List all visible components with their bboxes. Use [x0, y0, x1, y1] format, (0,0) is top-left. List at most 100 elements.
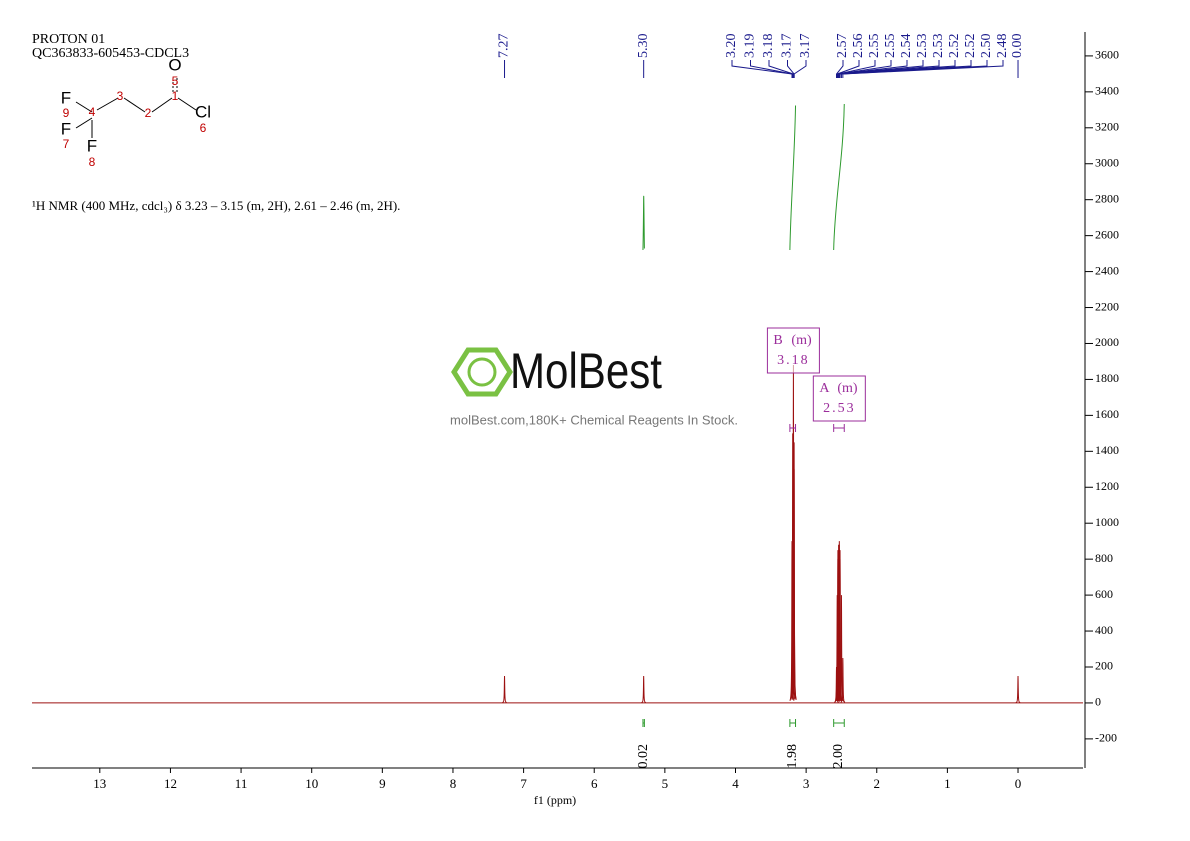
- peak-label: 2.57: [835, 34, 850, 59]
- x-tick-label: 3: [803, 776, 810, 791]
- peak-label: 2.50: [979, 34, 994, 59]
- atom-number: 9: [63, 106, 70, 120]
- integral-label: 0.02: [636, 744, 651, 769]
- peak-label: 2.55: [883, 34, 898, 59]
- peak-label-connector: [842, 60, 1004, 78]
- y-tick-label: 2200: [1095, 299, 1119, 313]
- y-tick-label: 0: [1095, 695, 1101, 709]
- multiplet-box: [812, 375, 866, 422]
- x-tick-label: 0: [1015, 776, 1022, 791]
- sample-id: QC363833-605453-CDCL3: [32, 46, 189, 61]
- y-tick-label: 3200: [1095, 120, 1119, 134]
- peak-label: 2.56: [851, 34, 866, 59]
- multiplet-range: [789, 424, 797, 432]
- peak-label: 3.18: [761, 34, 776, 59]
- peak: [838, 595, 844, 702]
- peak-label: 7.27: [497, 33, 512, 58]
- atom-number: 2: [145, 106, 152, 120]
- integral-curve: [789, 105, 797, 251]
- atom: F: [87, 136, 97, 155]
- atom-number: 4: [89, 105, 96, 119]
- peak-label: 3.19: [743, 34, 758, 59]
- integral-label: 1.98: [785, 744, 800, 769]
- peak-label-connector: [793, 60, 807, 78]
- peak-label-connector: [835, 60, 844, 78]
- nmr-description: ¹H NMR (400 MHz, cdcl₃) δ 3.23 – 3.15 (m…: [32, 198, 400, 213]
- x-tick-label: 11: [235, 776, 248, 791]
- peak: [835, 550, 841, 702]
- atom: O: [168, 55, 181, 74]
- y-tick-label: 1400: [1095, 443, 1119, 457]
- y-tick-label: 2400: [1095, 263, 1119, 277]
- peak-label-connector: [838, 60, 908, 78]
- peak-label-connector: [837, 60, 892, 78]
- y-tick-label: 1800: [1095, 371, 1119, 385]
- integral-label: 2.00: [831, 744, 846, 769]
- atom-number: 5: [172, 74, 179, 88]
- y-tick-label: 3600: [1095, 48, 1119, 62]
- y-tick-label: 400: [1095, 623, 1113, 637]
- x-tick-label: 8: [450, 776, 457, 791]
- x-tick-label: 10: [305, 776, 318, 791]
- atom-number: 1: [172, 89, 179, 103]
- peak-label: 0.00: [1010, 34, 1025, 59]
- atom-number: 3: [117, 89, 124, 103]
- x-tick-label: 1: [944, 776, 951, 791]
- atom-number: 7: [63, 137, 70, 151]
- multiplet-name: A: [819, 381, 830, 396]
- y-tick-label: 200: [1095, 659, 1113, 673]
- multiplet-kind: (m): [837, 381, 858, 396]
- peak-label: 2.55: [867, 34, 882, 59]
- x-tick-label: 7: [520, 776, 527, 791]
- y-tick-label: 3400: [1095, 84, 1119, 98]
- multiplet-range: [833, 424, 845, 432]
- y-tick-label: 2000: [1095, 335, 1119, 349]
- header-title: PROTON 01: [32, 32, 105, 47]
- integral-bracket: [789, 719, 797, 727]
- x-tick-label: 9: [379, 776, 386, 791]
- y-tick-label: 800: [1095, 551, 1113, 565]
- peak-label: 5.30: [636, 34, 651, 59]
- peak: [837, 559, 843, 702]
- peak: [502, 675, 507, 704]
- peak-label: 2.48: [995, 34, 1010, 59]
- integral-bracket: [642, 719, 645, 727]
- peak-label: 2.52: [947, 34, 962, 59]
- x-tick-label: 12: [164, 776, 177, 791]
- watermark-brand: MolBest: [510, 343, 662, 399]
- x-tick-label: 4: [732, 776, 739, 791]
- peak-label: 2.54: [899, 34, 914, 59]
- multiplet-kind: (m): [791, 333, 812, 348]
- peak: [1015, 675, 1021, 704]
- peak: [791, 469, 797, 700]
- multiplet-shift: 3.18: [777, 353, 810, 368]
- peak-label-connector: [750, 60, 794, 78]
- peak-label: 3.17: [798, 34, 813, 59]
- y-tick-label: 1600: [1095, 407, 1119, 421]
- peak-label-connector: [768, 60, 794, 78]
- x-tick-label: 5: [662, 776, 669, 791]
- x-axis-title: f1 (ppm): [534, 793, 576, 807]
- watermark-tagline: molBest.com,180K+ Chemical Reagents In S…: [450, 412, 738, 427]
- multiplet-shift: 2.53: [823, 401, 856, 416]
- multiplet-box: [766, 327, 820, 374]
- x-tick-label: 13: [93, 776, 106, 791]
- peak-label-connector: [731, 60, 793, 78]
- y-tick-label: 2600: [1095, 227, 1119, 241]
- peak: [840, 657, 846, 703]
- peak-label-connector: [836, 60, 860, 78]
- atom-number: 6: [200, 121, 207, 135]
- watermark-logo: [451, 347, 513, 397]
- peak-label: 3.20: [724, 34, 739, 59]
- peak-label: 2.52: [963, 34, 978, 59]
- peak: [641, 675, 646, 704]
- integral-curve: [833, 103, 845, 251]
- y-tick-label: -200: [1095, 731, 1117, 745]
- atom-number: 8: [89, 155, 96, 169]
- atom: F: [61, 88, 71, 107]
- integral-curve: [642, 195, 645, 251]
- x-tick-label: 6: [591, 776, 598, 791]
- peak-label: 2.53: [931, 34, 946, 59]
- peak-label-connector: [838, 60, 940, 78]
- atom: F: [61, 119, 71, 138]
